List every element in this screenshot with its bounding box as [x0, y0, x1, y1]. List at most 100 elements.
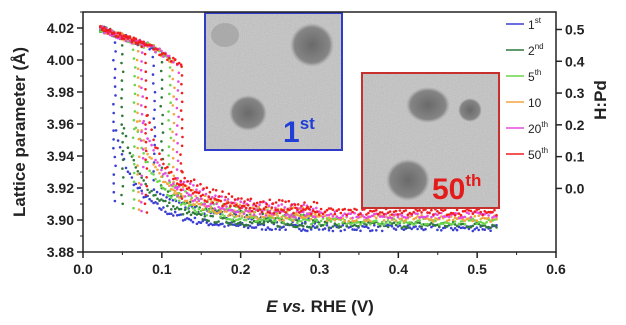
- data-point: [162, 206, 165, 209]
- data-point: [113, 76, 117, 80]
- data-point: [306, 212, 309, 215]
- data-point: [489, 226, 492, 229]
- data-point: [213, 197, 216, 200]
- data-point: [382, 215, 386, 218]
- data-point: [418, 209, 421, 212]
- data-point: [191, 206, 195, 210]
- data-point: [168, 179, 171, 182]
- data-point: [400, 219, 404, 222]
- data-point: [201, 218, 205, 221]
- data-point: [169, 136, 173, 140]
- data-point: [396, 213, 400, 216]
- data-point: [485, 211, 488, 214]
- data-point: [406, 216, 410, 219]
- data-point: [248, 199, 252, 203]
- data-point: [140, 60, 143, 63]
- data-point: [375, 216, 378, 220]
- data-point: [493, 215, 496, 218]
- data-point: [323, 227, 327, 230]
- data-point: [179, 192, 183, 196]
- data-point: [146, 152, 149, 156]
- data-point: [136, 129, 140, 132]
- data-point: [323, 220, 327, 224]
- data-point: [335, 217, 339, 220]
- data-point: [487, 214, 490, 217]
- data-point: [144, 140, 148, 144]
- data-point: [481, 221, 485, 225]
- data-point: [412, 223, 416, 226]
- data-point: [173, 207, 177, 211]
- data-point: [201, 212, 205, 215]
- data-point: [153, 134, 157, 138]
- data-point: [233, 201, 236, 204]
- data-point: [132, 189, 135, 192]
- data-point: [152, 44, 155, 48]
- data-point: [171, 104, 175, 107]
- data-point: [179, 179, 182, 183]
- data-point: [386, 223, 390, 227]
- data-point: [239, 207, 242, 210]
- data-point: [159, 192, 162, 196]
- data-point: [229, 205, 232, 208]
- data-point: [355, 215, 358, 219]
- data-point: [133, 127, 136, 131]
- data-point: [298, 211, 301, 214]
- data-point: [170, 187, 173, 191]
- data-point: [175, 106, 179, 110]
- data-point: [296, 221, 299, 225]
- data-point: [223, 208, 226, 211]
- data-point: [451, 212, 455, 215]
- data-point: [114, 164, 117, 168]
- data-point: [274, 227, 278, 231]
- data-point: [270, 214, 274, 217]
- data-point: [164, 180, 167, 184]
- data-point: [148, 197, 151, 201]
- data-point: [168, 60, 171, 63]
- data-point: [313, 215, 317, 219]
- data-point: [300, 209, 303, 213]
- data-point: [193, 198, 197, 202]
- data-point: [304, 208, 307, 211]
- data-point: [457, 212, 461, 215]
- data-point: [311, 207, 315, 211]
- data-point: [347, 219, 351, 223]
- data-point: [414, 212, 418, 215]
- data-point: [140, 104, 143, 107]
- data-point: [233, 220, 236, 223]
- data-point: [278, 225, 282, 228]
- data-point: [180, 144, 184, 148]
- data-point: [199, 197, 203, 200]
- data-point: [221, 222, 224, 226]
- data-point: [172, 61, 175, 64]
- data-point: [160, 78, 164, 82]
- legend-label: 5th: [528, 68, 541, 84]
- data-point: [457, 222, 461, 226]
- data-point: [170, 60, 173, 63]
- data-point: [493, 218, 496, 221]
- data-point: [302, 228, 305, 231]
- y-tick-label: 3.94: [47, 148, 74, 164]
- data-point: [237, 224, 240, 228]
- data-point: [221, 206, 224, 210]
- data-point: [436, 228, 439, 232]
- data-point: [384, 224, 388, 227]
- data-point: [233, 198, 237, 201]
- data-point: [369, 209, 372, 213]
- data-point: [191, 199, 195, 203]
- data-point: [132, 206, 135, 210]
- data-point: [195, 222, 199, 226]
- data-point: [242, 212, 246, 215]
- data-point: [175, 133, 178, 136]
- data-point: [451, 220, 455, 224]
- data-point: [128, 172, 132, 175]
- data-point: [156, 48, 159, 51]
- data-point: [416, 209, 419, 213]
- data-point: [274, 206, 277, 210]
- data-point: [396, 225, 400, 228]
- data-point: [207, 223, 210, 227]
- data-point: [453, 220, 457, 223]
- data-point: [278, 198, 281, 202]
- data-point: [113, 67, 117, 71]
- data-point: [262, 221, 266, 224]
- data-point: [152, 149, 155, 152]
